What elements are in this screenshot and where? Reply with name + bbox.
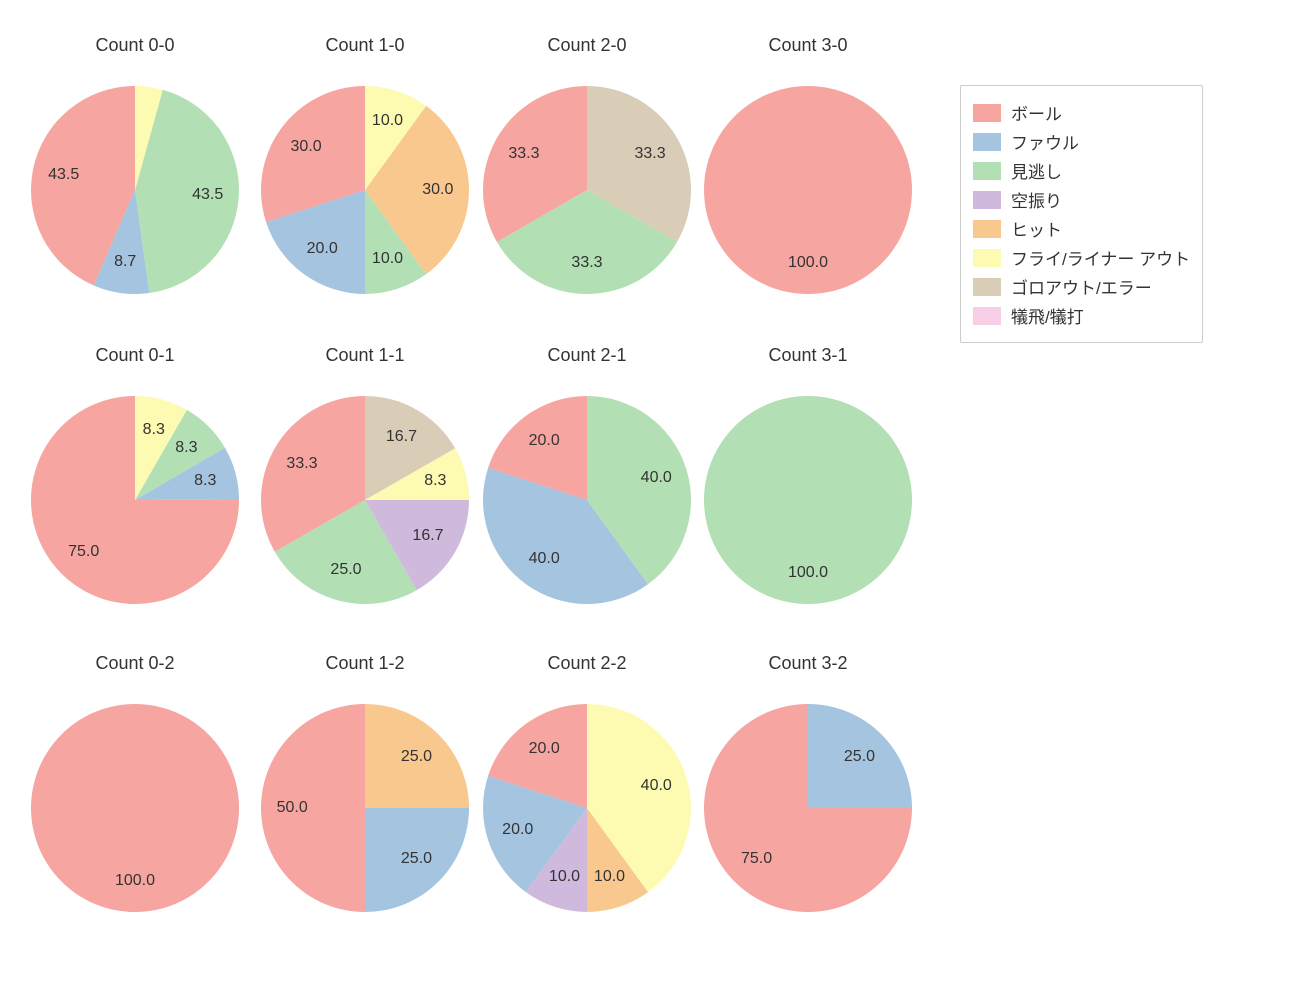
pie-chart xyxy=(31,86,239,294)
pie-chart xyxy=(31,704,239,912)
legend-swatch xyxy=(973,162,1001,180)
pie-chart xyxy=(483,704,691,912)
legend-swatch xyxy=(973,191,1001,209)
legend-label: ゴロアウト/エラー xyxy=(1011,274,1152,299)
pie-chart xyxy=(261,86,469,294)
pie-title: Count 0-2 xyxy=(35,653,235,674)
pie-title: Count 3-1 xyxy=(708,345,908,366)
legend-swatch xyxy=(973,220,1001,238)
legend-swatch xyxy=(973,133,1001,151)
legend-item: ゴロアウト/エラー xyxy=(973,274,1190,299)
legend-item: 見逃し xyxy=(973,158,1190,183)
legend-swatch xyxy=(973,104,1001,122)
pie-chart xyxy=(704,704,912,912)
legend-label: 空振り xyxy=(1011,187,1062,212)
pie-title: Count 0-0 xyxy=(35,35,235,56)
legend-item: ボール xyxy=(973,100,1190,125)
pie-title: Count 1-0 xyxy=(265,35,465,56)
legend-label: ボール xyxy=(1011,100,1062,125)
pie-title: Count 1-2 xyxy=(265,653,465,674)
legend-swatch xyxy=(973,278,1001,296)
pie-chart xyxy=(704,86,912,294)
pie-title: Count 3-2 xyxy=(708,653,908,674)
pie-chart xyxy=(704,396,912,604)
legend-item: 空振り xyxy=(973,187,1190,212)
pie-chart xyxy=(483,396,691,604)
legend-label: 犠飛/犠打 xyxy=(1011,303,1084,328)
legend-label: ファウル xyxy=(1011,129,1079,154)
legend-swatch xyxy=(973,307,1001,325)
pie-title: Count 2-1 xyxy=(487,345,687,366)
legend-item: フライ/ライナー アウト xyxy=(973,245,1190,270)
pie-title: Count 0-1 xyxy=(35,345,235,366)
pie-title: Count 2-0 xyxy=(487,35,687,56)
legend-label: フライ/ライナー アウト xyxy=(1011,245,1190,270)
legend-item: 犠飛/犠打 xyxy=(973,303,1190,328)
pie-chart xyxy=(261,704,469,912)
legend-label: 見逃し xyxy=(1011,158,1062,183)
legend-label: ヒット xyxy=(1011,216,1062,241)
legend-item: ヒット xyxy=(973,216,1190,241)
pie-chart xyxy=(261,396,469,604)
legend-item: ファウル xyxy=(973,129,1190,154)
legend-swatch xyxy=(973,249,1001,267)
pie-title: Count 2-2 xyxy=(487,653,687,674)
pie-grid: Count 0-043.58.743.5Count 1-030.020.010.… xyxy=(0,0,1300,1000)
legend: ボールファウル見逃し空振りヒットフライ/ライナー アウトゴロアウト/エラー犠飛/… xyxy=(960,85,1203,343)
pie-chart xyxy=(31,396,239,604)
pie-title: Count 3-0 xyxy=(708,35,908,56)
pie-chart xyxy=(483,86,691,294)
pie-title: Count 1-1 xyxy=(265,345,465,366)
